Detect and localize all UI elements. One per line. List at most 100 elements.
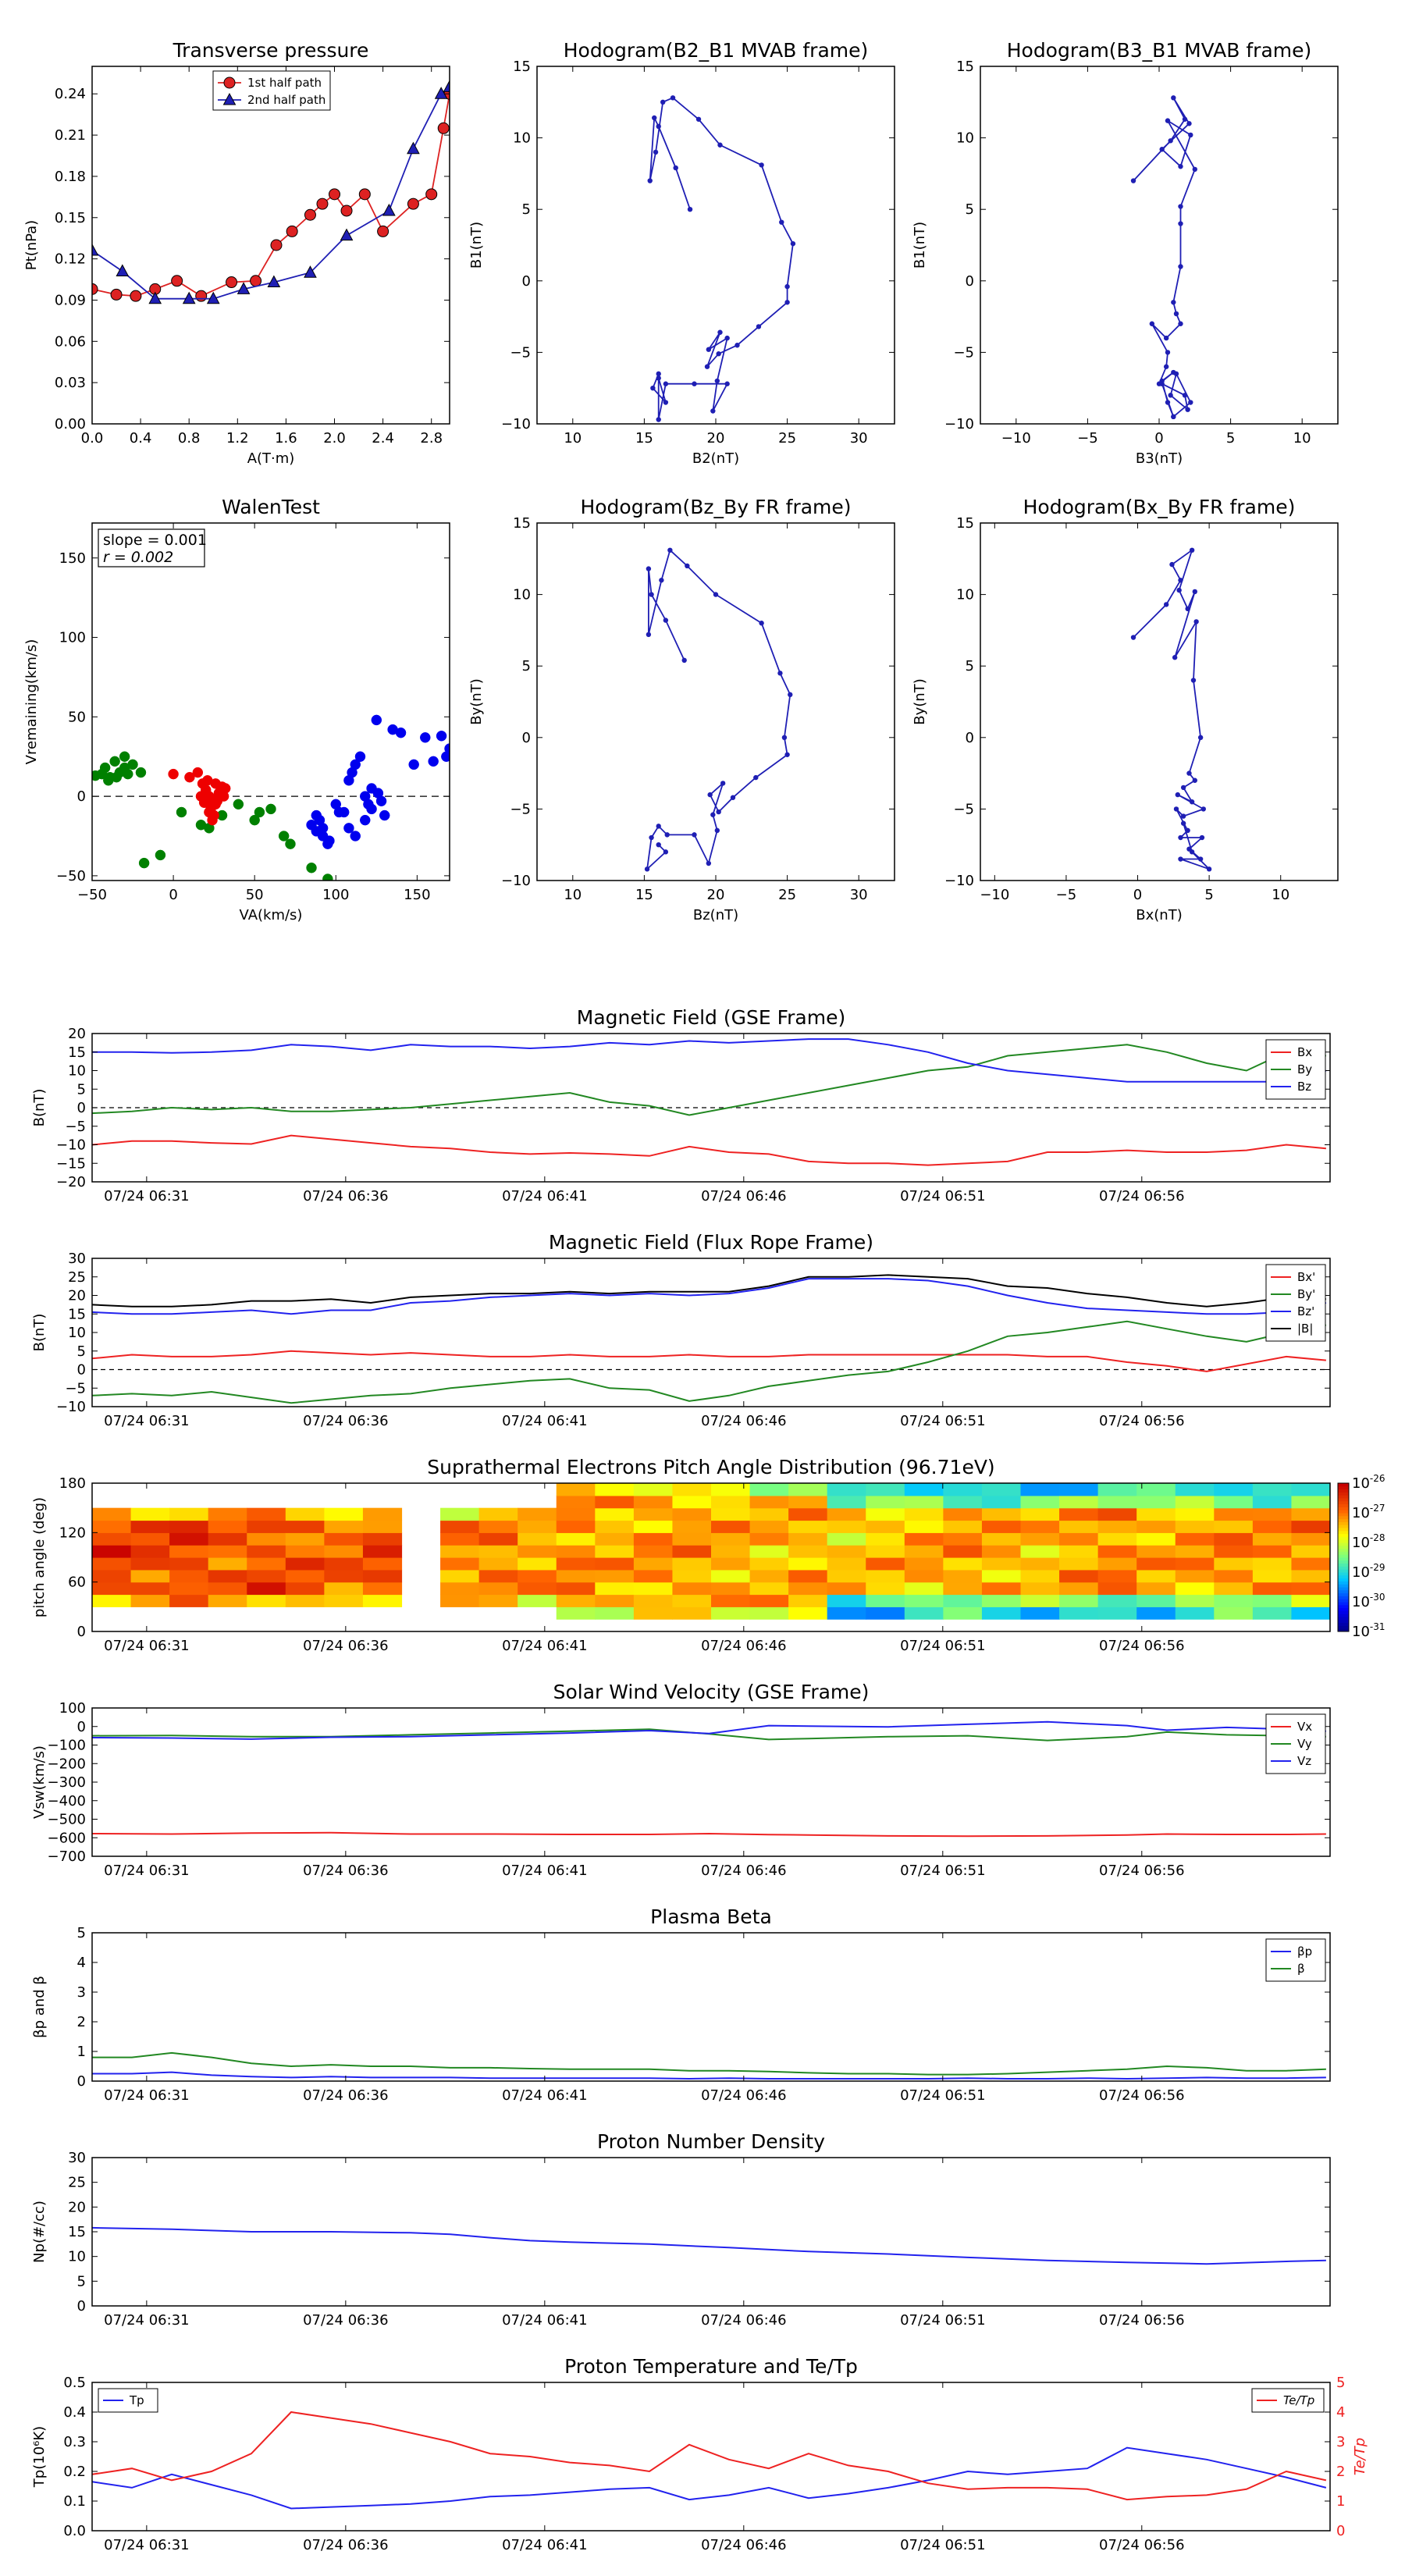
tp-ytick-label: 0.24 — [55, 86, 86, 102]
pad-cell — [247, 1569, 286, 1583]
walen-series-2-point — [333, 806, 345, 818]
tp-ytick-label: 0.03 — [55, 375, 86, 391]
np-xtick-label: 07/24 06:56 — [1099, 2312, 1184, 2329]
colorbar-step — [1338, 1485, 1349, 1490]
pad-xtick-label: 07/24 06:41 — [502, 1638, 587, 1654]
pad-plot-area — [92, 1483, 1330, 1620]
temp-ytick-label: 0.3 — [63, 2434, 86, 2450]
tp-series-1-point — [304, 265, 317, 278]
vsw-ytick-label: −200 — [48, 1756, 86, 1772]
pad-cell — [981, 1520, 1022, 1533]
tp-series-0-point — [340, 205, 353, 217]
pad-cell — [440, 1594, 480, 1607]
pad-cell — [285, 1594, 325, 1607]
temp-ylabel: Tp(10⁶K) — [31, 2426, 48, 2488]
pad-cell — [749, 1495, 789, 1509]
h4-ytick-label: 15 — [956, 515, 974, 532]
pad-cell — [904, 1594, 944, 1607]
pad-cell — [672, 1532, 712, 1546]
pad-cell — [556, 1569, 596, 1583]
beta-ytick-label: 1 — [77, 2044, 86, 2060]
walen-series-0-point — [233, 799, 244, 810]
pad-cell — [1097, 1495, 1137, 1509]
h3-panel: Hodogram(Bz_By FR frame) 10 15 20 25 30 −10 −5 0… — [468, 496, 895, 923]
walen-series-0-point — [195, 820, 207, 831]
beta-xtick-label: 07/24 06:36 — [303, 2087, 388, 2104]
pad-cell — [1136, 1557, 1176, 1571]
h4-series-0-point — [1190, 678, 1197, 683]
tp-xtick-label: 1.2 — [226, 430, 249, 447]
pad-cell — [1097, 1557, 1137, 1571]
temp-ytick-right-label: 3 — [1336, 2434, 1345, 2450]
pad-cell — [1291, 1557, 1330, 1571]
colorbar-step — [1338, 1498, 1349, 1502]
h1-series-0-point — [724, 335, 730, 341]
pad-cell — [247, 1520, 286, 1533]
h2-ytick-label: 5 — [966, 201, 974, 218]
h4-series-0-point — [1175, 792, 1181, 798]
tp-series-0-point — [195, 290, 208, 302]
np-frame — [91, 2157, 1331, 2307]
walen-series-0-point — [109, 756, 120, 767]
pad-cell — [981, 1569, 1022, 1583]
h2-series-0-point — [1173, 311, 1179, 317]
pad-cell — [324, 1545, 364, 1558]
vsw-xtick-label: 07/24 06:41 — [502, 1863, 587, 1879]
pad-cell — [711, 1594, 751, 1607]
np-xtick-label: 07/24 06:46 — [701, 2312, 786, 2329]
bgse-title: Magnetic Field (GSE Frame) — [577, 1006, 845, 1029]
h2-plot-area — [1130, 95, 1198, 420]
pad-cell — [130, 1594, 170, 1607]
walen-xtick-label: 150 — [404, 887, 430, 903]
h1-series-0-point — [716, 351, 721, 357]
colorbar-step — [1338, 1557, 1349, 1561]
tp-series-1-point — [340, 228, 354, 241]
beta-xtick-label: 07/24 06:56 — [1099, 2087, 1184, 2104]
h3-ytick-label: −10 — [501, 873, 531, 889]
h4-plot-area — [1130, 547, 1212, 872]
pad-xtick-label: 07/24 06:51 — [900, 1638, 985, 1654]
pad-cell — [1291, 1520, 1330, 1533]
pad-cell — [1097, 1569, 1137, 1583]
pad-cell — [169, 1569, 209, 1583]
tp-ytick-label: 0.15 — [55, 210, 86, 226]
tp-ylabel: Pt(nPa) — [23, 220, 40, 270]
colorbar-tick-label: 10-30 — [1352, 1592, 1385, 1610]
tp-legend-label: 2nd half path — [247, 93, 325, 107]
pad-cell — [247, 1545, 286, 1558]
walen-series-0-point — [306, 862, 317, 873]
pad-cell — [866, 1606, 905, 1620]
bgse-ytick-label: 15 — [68, 1044, 86, 1061]
pad-cell — [981, 1594, 1022, 1607]
h4-series-0-point — [1197, 735, 1204, 740]
pad-cell — [130, 1545, 170, 1558]
h4-title: Hodogram(Bx_By FR frame) — [1023, 496, 1296, 518]
walen-series-0-point — [285, 838, 296, 849]
h4-series-0-point — [1169, 561, 1175, 568]
pad-cell — [981, 1606, 1022, 1620]
pad-cell — [904, 1520, 944, 1533]
beta-ytick-label: 2 — [77, 2014, 86, 2030]
pad-cell — [749, 1545, 789, 1558]
temp-ytick-label: 0.1 — [63, 2493, 86, 2510]
tp-series-1-point — [206, 291, 220, 304]
vsw-xtick-label: 07/24 06:51 — [900, 1863, 985, 1879]
colorbar-step — [1338, 1572, 1349, 1576]
pad-cell — [1097, 1532, 1137, 1546]
h3-series-0-point — [663, 849, 669, 855]
pad-cell — [904, 1569, 944, 1583]
h1-series-0-point — [653, 149, 659, 155]
h4-series-0-point — [1178, 856, 1183, 862]
pad-cell — [169, 1520, 209, 1533]
pad-cell — [1175, 1569, 1215, 1583]
pad-cell — [1291, 1495, 1330, 1509]
h1-series-0-line — [649, 97, 794, 420]
pad-cell — [633, 1483, 674, 1496]
walen-ytick-label: −50 — [56, 868, 86, 884]
bfr-ytick-label: 15 — [68, 1306, 86, 1322]
h2-series-0-point — [1163, 335, 1169, 341]
h3-series-0-point — [659, 578, 664, 583]
h2-series-0-point — [1182, 393, 1188, 398]
beta-title: Plasma Beta — [650, 1905, 772, 1928]
walen-series-2-point — [395, 727, 407, 738]
